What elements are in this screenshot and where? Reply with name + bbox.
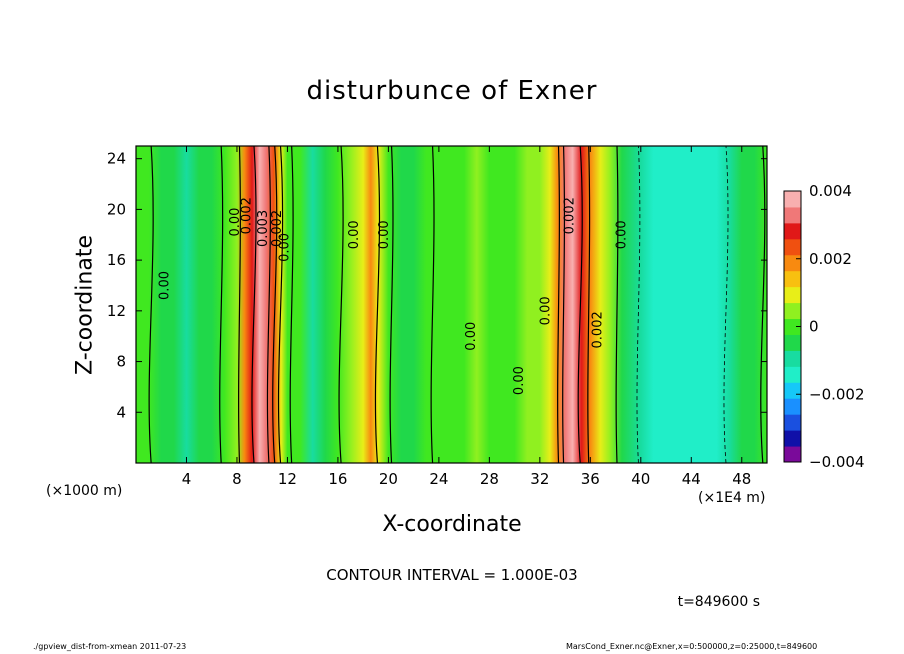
contour-line bbox=[277, 146, 284, 463]
contour-line bbox=[636, 146, 641, 463]
colorbar-tick-label: 0.002 bbox=[809, 250, 852, 268]
colorbar-swatch bbox=[784, 270, 801, 288]
timestamp-text: t=849600 s bbox=[677, 594, 760, 610]
y-tick-label: 16 bbox=[107, 251, 126, 269]
contour-label: 0.00 bbox=[539, 296, 554, 325]
colorbar-swatch bbox=[784, 366, 801, 383]
contour-line bbox=[562, 146, 566, 463]
colorbar: 0.004 0.002 0 −0.002 −0.004 bbox=[783, 182, 865, 471]
contour-line bbox=[557, 146, 560, 463]
colorbar-swatch bbox=[784, 430, 801, 447]
colorbar-swatch bbox=[784, 302, 801, 320]
y-tick-label: 8 bbox=[116, 353, 126, 371]
contour-line bbox=[266, 146, 271, 463]
y-axis: 4 8 12 16 20 24 bbox=[107, 150, 767, 421]
contour-line bbox=[723, 146, 729, 463]
footer-right: MarsCond_Exner.nc@Exner,x=0:500000,z=0:2… bbox=[566, 642, 818, 651]
contour-label: 0.00 bbox=[228, 208, 243, 237]
contour-line bbox=[577, 146, 583, 463]
contour-line bbox=[251, 146, 257, 463]
contour-line bbox=[148, 146, 154, 463]
x-tick-label: 24 bbox=[429, 470, 448, 488]
contour-interval-text: CONTOUR INTERVAL = 1.000E-03 bbox=[326, 566, 578, 584]
contour-label: 0.003 bbox=[256, 210, 271, 247]
contour-line bbox=[272, 146, 278, 463]
y-tick-label: 24 bbox=[107, 150, 126, 168]
colorbar-swatch bbox=[784, 334, 801, 351]
colorbar-swatch bbox=[784, 286, 801, 304]
plot-frame bbox=[135, 145, 768, 464]
x-tick-label: 28 bbox=[480, 470, 499, 488]
contour-line bbox=[615, 146, 619, 463]
heatmap-field-fill bbox=[136, 146, 767, 463]
x-unit-left: (×1000 m) bbox=[46, 483, 123, 499]
contour-label: 0.00 bbox=[158, 271, 173, 300]
x-tick-label: 16 bbox=[328, 470, 347, 488]
contour-line bbox=[338, 146, 344, 463]
x-tick-label: 32 bbox=[530, 470, 549, 488]
contour-label: 0.00 bbox=[277, 233, 292, 262]
contour-line bbox=[289, 146, 294, 463]
contour-line bbox=[389, 146, 394, 463]
contour-label: 0.002 bbox=[270, 210, 285, 247]
footer-left: ./gpview_dist-from-xmean 2011-07-23 bbox=[33, 642, 187, 651]
colorbar-tick-label: 0 bbox=[809, 318, 819, 336]
y-axis-label: Z-coordinate bbox=[72, 235, 98, 375]
colorbar-swatch bbox=[784, 382, 801, 399]
contour-label: 0.002 bbox=[240, 197, 255, 234]
colorbar-swatch bbox=[784, 191, 801, 208]
colorbar-swatch bbox=[784, 414, 801, 431]
colorbar-swatch bbox=[784, 398, 801, 415]
contour-label: 0.00 bbox=[347, 220, 362, 249]
x-axis-label: X-coordinate bbox=[382, 512, 522, 537]
contour-label: 0.00 bbox=[464, 322, 479, 351]
colorbar-swatch bbox=[784, 206, 801, 224]
x-tick-label: 36 bbox=[581, 470, 600, 488]
contour-line bbox=[219, 146, 224, 463]
x-tick-label: 12 bbox=[278, 470, 297, 488]
contour-line bbox=[430, 146, 435, 463]
colorbar-tick-label: 0.004 bbox=[809, 182, 852, 200]
colorbar-swatch bbox=[784, 254, 801, 272]
colorbar-tick-label: −0.004 bbox=[809, 453, 865, 471]
x-tick-label: 20 bbox=[379, 470, 398, 488]
heatmap-field bbox=[136, 146, 767, 463]
colorbar-swatch bbox=[784, 238, 801, 256]
colorbar-swatch bbox=[784, 446, 801, 463]
x-tick-label: 8 bbox=[232, 470, 242, 488]
contour-line bbox=[374, 146, 381, 463]
contour-line bbox=[238, 146, 241, 463]
x-axis: 4 8 12 16 20 24 28 32 36 40 44 48 bbox=[182, 146, 751, 488]
y-tick-label: 20 bbox=[107, 200, 126, 218]
colorbar-swatch bbox=[784, 350, 801, 367]
colorbar-tick-label: −0.002 bbox=[809, 385, 865, 403]
x-tick-label: 48 bbox=[732, 470, 751, 488]
contour-label: 0.002 bbox=[590, 311, 605, 348]
colorbar-swatch bbox=[784, 318, 801, 335]
contour-label: 0.00 bbox=[512, 366, 527, 395]
chart-title: disturbunce of Exner bbox=[306, 76, 598, 106]
x-tick-label: 44 bbox=[682, 470, 701, 488]
contour-label: 0.00 bbox=[377, 220, 392, 249]
contour-label: 0.00 bbox=[614, 220, 629, 249]
contour-line bbox=[587, 146, 591, 463]
colorbar-swatch bbox=[784, 222, 801, 240]
y-tick-label: 4 bbox=[116, 403, 126, 421]
x-tick-label: 40 bbox=[631, 470, 650, 488]
x-unit-right: (×1E4 m) bbox=[698, 490, 766, 506]
contour-label: 0.002 bbox=[563, 197, 578, 234]
x-tick-label: 4 bbox=[182, 470, 192, 488]
y-tick-label: 12 bbox=[107, 302, 126, 320]
